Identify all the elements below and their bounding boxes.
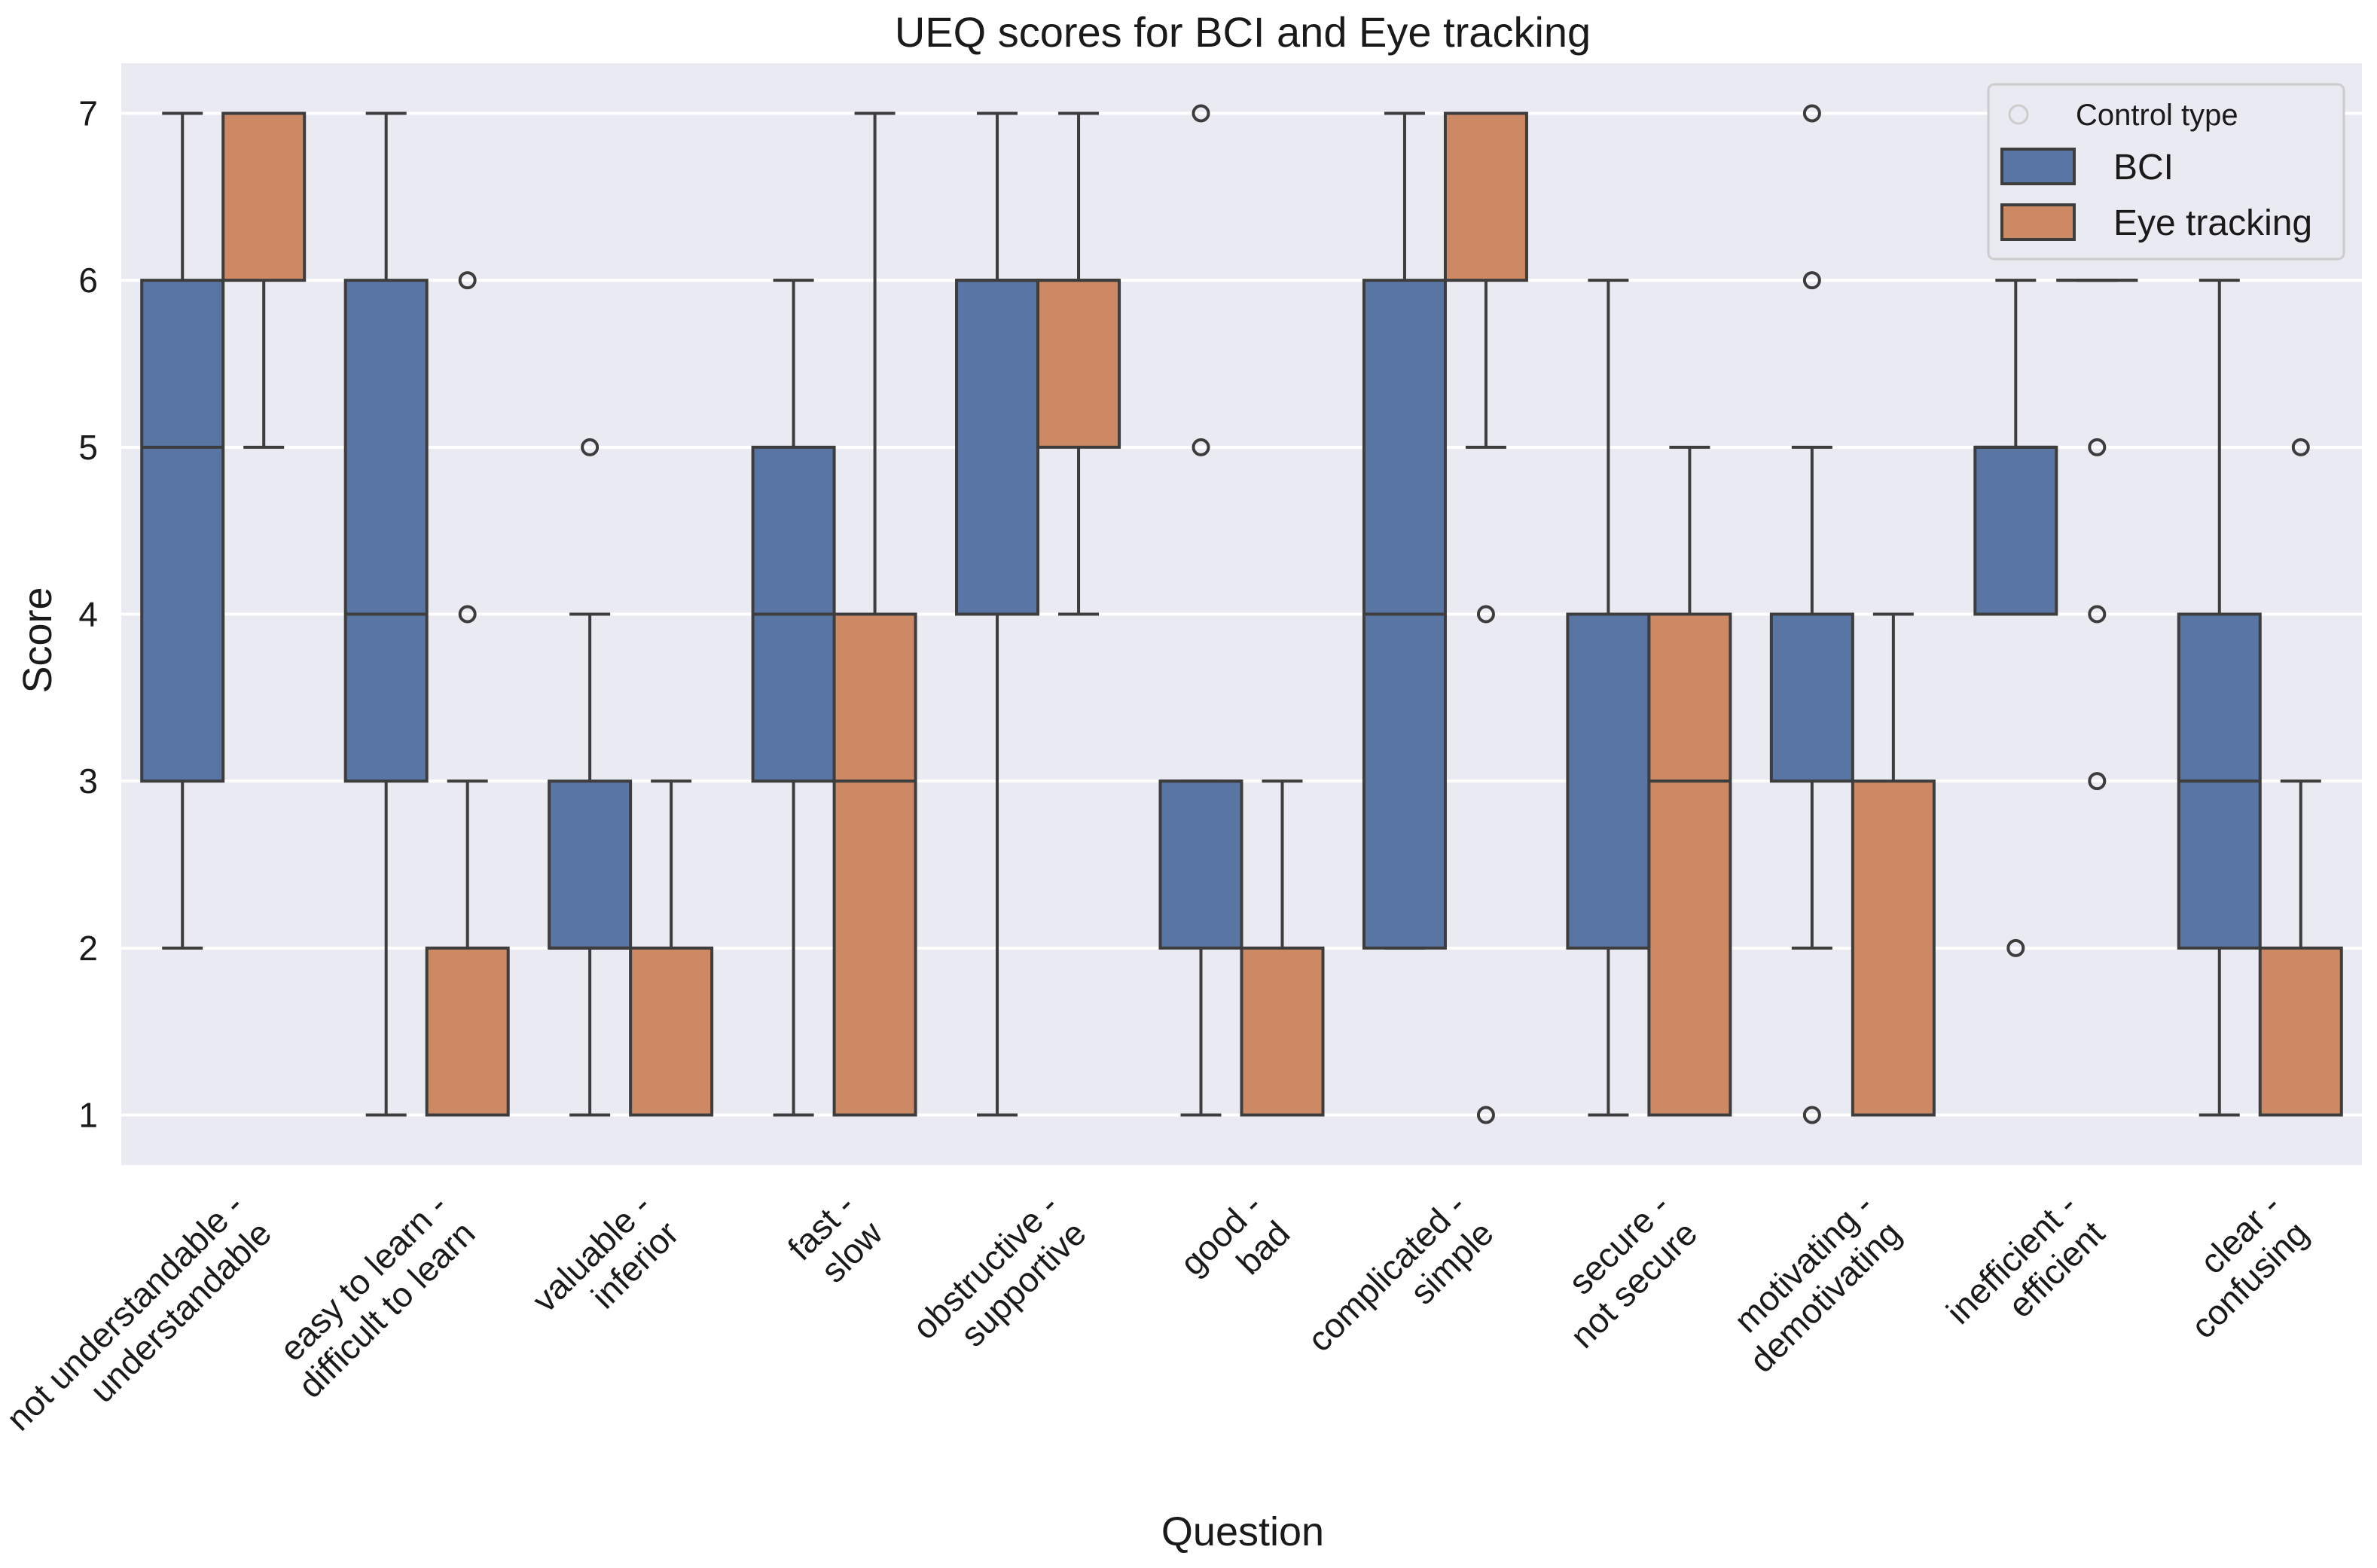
x-tick-label: obstructive -supportive [905, 1185, 1094, 1354]
box-bci [343, 111, 429, 1117]
box-bci [1566, 279, 1651, 1117]
x-axis-label: Question [1161, 1509, 1324, 1554]
box-eye-tracking [2258, 438, 2343, 1117]
box-eye-tracking [425, 271, 510, 1117]
box-bci [1158, 104, 1243, 1117]
legend-title-marker [2008, 104, 2029, 125]
box-iqr [1158, 779, 1243, 950]
box-iqr [1443, 111, 1528, 282]
y-tick-label: 4 [78, 595, 98, 634]
legend-frame [1987, 83, 2345, 261]
box-iqr [548, 779, 633, 950]
box-iqr [1647, 612, 1732, 1117]
outlier-point [458, 605, 477, 624]
box-iqr [140, 279, 225, 783]
box-eye-tracking [1036, 111, 1121, 616]
box-iqr [1240, 946, 1325, 1117]
x-tick-label: secure -not secure [1561, 1185, 1704, 1355]
x-tick-label: valuable -inferior [524, 1185, 686, 1319]
box-iqr [1769, 612, 1854, 783]
y-tick-label: 7 [78, 94, 98, 133]
box-bci [1769, 104, 1854, 1124]
box-eye-tracking [832, 111, 917, 1117]
x-tick-label: fast -slow [780, 1185, 890, 1290]
box-series [140, 104, 2343, 1124]
legend-swatch-eye-tracking [2000, 203, 2076, 241]
outlier-point [1476, 605, 1495, 624]
x-tick-label-line: not understandable - [0, 1185, 251, 1438]
box-bci [140, 111, 225, 950]
outlier-point [1802, 271, 1821, 290]
outlier-point [2291, 438, 2310, 456]
legend-title: Control type [2076, 99, 2238, 132]
box-iqr [1851, 779, 1936, 1117]
box-iqr [221, 111, 307, 282]
outlier-point [458, 271, 477, 290]
box-iqr [955, 279, 1040, 616]
box-iqr [343, 279, 429, 783]
outlier-point [2088, 605, 2107, 624]
box-bci [1362, 111, 1447, 950]
outlier-point [1476, 1106, 1495, 1124]
y-tick-label: 5 [78, 428, 98, 467]
y-tick-label: 1 [78, 1096, 98, 1135]
box-iqr [1036, 279, 1121, 449]
box-eye-tracking [1851, 612, 1936, 1117]
legend-label-eye-tracking: Eye tracking [2113, 203, 2312, 243]
y-axis-label: Score [15, 587, 60, 693]
box-iqr [2258, 946, 2343, 1117]
x-tick-label: easy to learn -difficult to learn [272, 1185, 483, 1405]
box-bci [548, 438, 633, 1117]
outlier-point [1192, 104, 1210, 123]
box-eye-tracking [629, 779, 714, 1117]
y-tick-labels: 1 2 3 4 5 6 7 [78, 94, 98, 1135]
box-iqr [425, 946, 510, 1117]
box-eye-tracking [1443, 111, 1528, 1124]
legend-swatch-bci [2000, 148, 2076, 185]
outlier-point [1802, 1106, 1821, 1124]
outlier-point [2006, 938, 2025, 957]
box-eye-tracking [1647, 445, 1732, 1117]
outlier-point [1802, 104, 1821, 123]
outlier-point [2088, 772, 2107, 791]
box-iqr [1566, 612, 1651, 950]
chart-title: UEQ scores for BCI and Eye tracking [895, 8, 1591, 56]
box-iqr [629, 946, 714, 1117]
x-tick-label: inefficient -efficient [1939, 1185, 2112, 1331]
legend: Control type BCI Eye tracking [1987, 83, 2345, 261]
box-eye-tracking [1240, 779, 1325, 1117]
box-eye-tracking [2056, 279, 2138, 791]
x-tick-label: motivating -demotivating [1726, 1185, 1909, 1380]
box-eye-tracking [221, 111, 307, 449]
y-tick-label: 6 [78, 261, 98, 300]
x-tick-label: complicated -simple [1300, 1185, 1501, 1359]
outlier-point [2088, 438, 2107, 456]
box-bci [2177, 279, 2262, 1117]
x-tick-label: not understandable -understandable [0, 1185, 279, 1438]
outlier-point [581, 438, 600, 456]
x-tick-label: good -bad [1173, 1185, 1298, 1283]
box-iqr [1973, 445, 2058, 616]
y-tick-label: 2 [78, 929, 98, 968]
legend-label-bci: BCI [2113, 148, 2174, 188]
box-bci [1973, 279, 2058, 957]
box-iqr [832, 612, 917, 1117]
y-tick-label: 3 [78, 761, 98, 801]
outlier-point [1192, 438, 1210, 456]
x-tick-label: clear -confusing [2183, 1185, 2316, 1346]
